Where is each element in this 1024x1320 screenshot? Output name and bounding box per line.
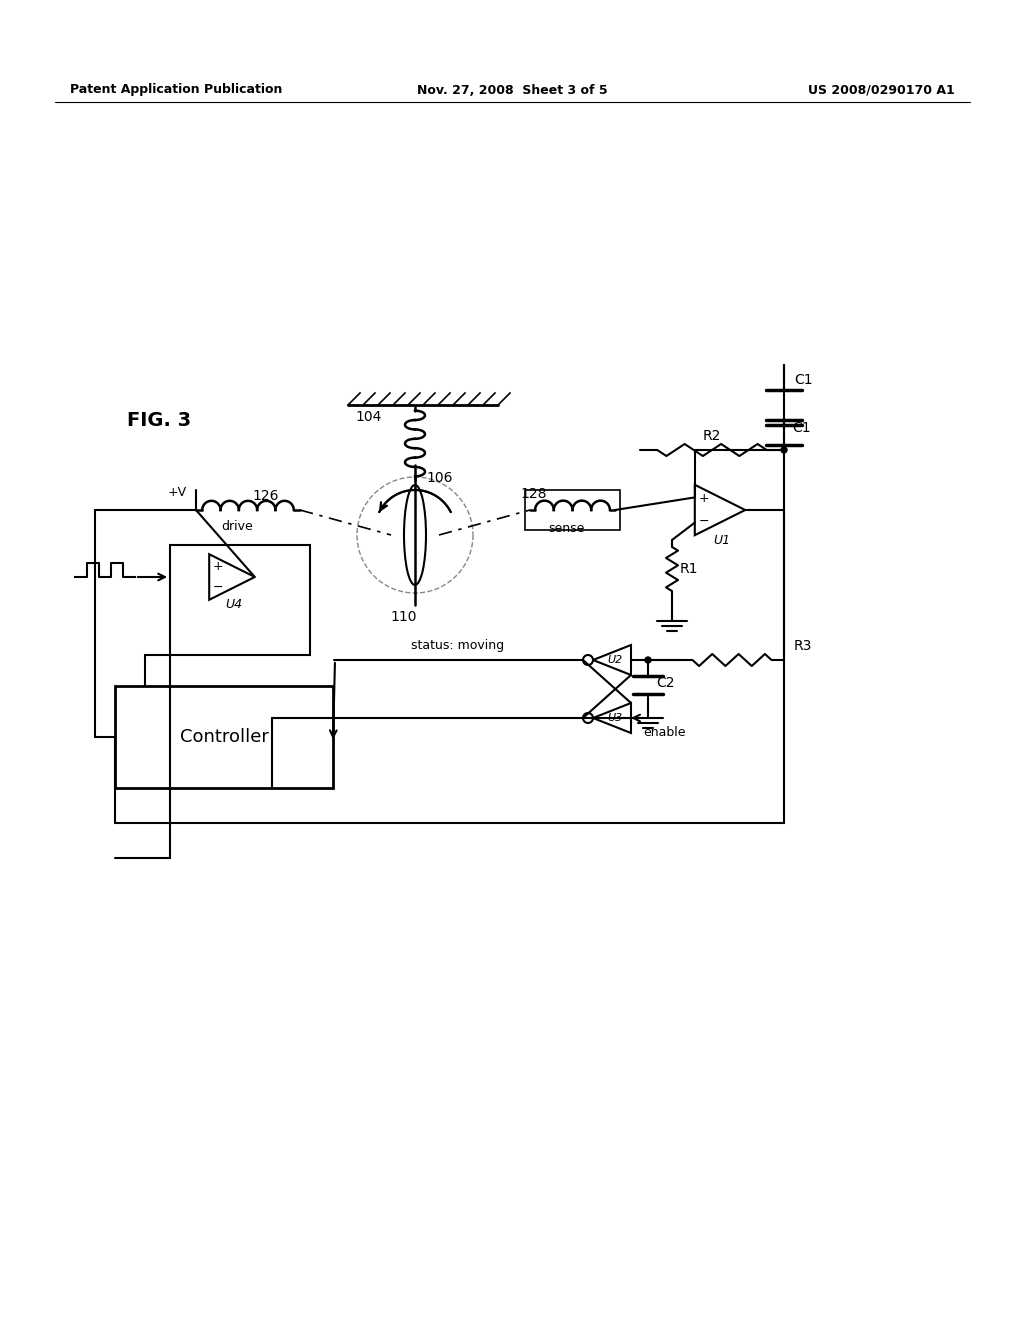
Text: U2: U2 bbox=[607, 655, 623, 665]
Text: +: + bbox=[698, 492, 710, 504]
Text: +V: +V bbox=[168, 486, 187, 499]
Text: C2: C2 bbox=[656, 676, 675, 690]
Text: Patent Application Publication: Patent Application Publication bbox=[70, 83, 283, 96]
Bar bbox=[170, 545, 310, 655]
Text: U3: U3 bbox=[607, 713, 623, 723]
Text: C1: C1 bbox=[794, 374, 813, 387]
Text: sense: sense bbox=[548, 521, 584, 535]
Text: U4: U4 bbox=[225, 598, 243, 611]
Text: drive: drive bbox=[221, 520, 253, 533]
Text: 126: 126 bbox=[252, 488, 279, 503]
Text: R1: R1 bbox=[680, 562, 698, 576]
Text: C1: C1 bbox=[792, 421, 811, 436]
Text: Nov. 27, 2008  Sheet 3 of 5: Nov. 27, 2008 Sheet 3 of 5 bbox=[417, 83, 607, 96]
Text: US 2008/0290170 A1: US 2008/0290170 A1 bbox=[808, 83, 955, 96]
Text: enable: enable bbox=[643, 726, 685, 738]
Text: 110: 110 bbox=[390, 610, 417, 624]
Text: 128: 128 bbox=[520, 487, 547, 502]
Text: FIG. 3: FIG. 3 bbox=[127, 411, 191, 429]
Text: 106: 106 bbox=[426, 471, 453, 484]
Text: U1: U1 bbox=[714, 533, 731, 546]
Text: status: moving: status: moving bbox=[412, 639, 505, 652]
Text: −: − bbox=[212, 581, 223, 594]
Text: Controller: Controller bbox=[179, 729, 268, 746]
Bar bbox=[115, 686, 333, 788]
Circle shape bbox=[781, 447, 787, 453]
Text: +: + bbox=[212, 560, 223, 573]
Bar bbox=[525, 490, 620, 531]
Text: R3: R3 bbox=[794, 639, 812, 653]
Circle shape bbox=[645, 657, 651, 663]
Text: −: − bbox=[698, 515, 710, 528]
Text: R2: R2 bbox=[702, 429, 721, 444]
Text: 104: 104 bbox=[355, 411, 381, 424]
